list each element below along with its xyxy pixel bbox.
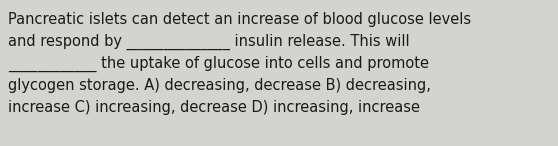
Text: ____________ the uptake of glucose into cells and promote: ____________ the uptake of glucose into … <box>8 56 429 72</box>
Text: Pancreatic islets can detect an increase of blood glucose levels: Pancreatic islets can detect an increase… <box>8 12 471 27</box>
Text: increase C) increasing, decrease D) increasing, increase: increase C) increasing, decrease D) incr… <box>8 100 420 115</box>
Text: glycogen storage. A) decreasing, decrease B) decreasing,: glycogen storage. A) decreasing, decreas… <box>8 78 431 93</box>
Text: and respond by ______________ insulin release. This will: and respond by ______________ insulin re… <box>8 34 410 50</box>
